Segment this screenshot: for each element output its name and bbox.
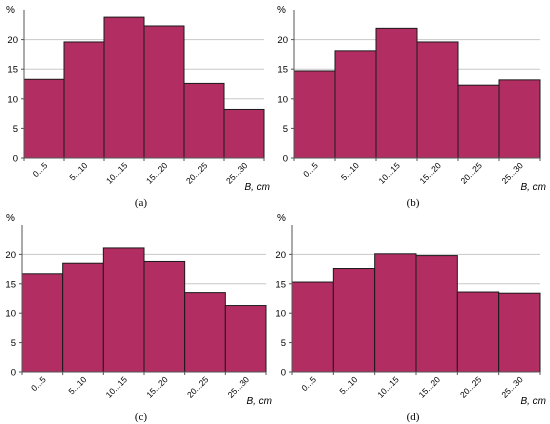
x-tick-label: 10...15 xyxy=(375,374,401,400)
y-tick-label: 5 xyxy=(13,124,18,135)
x-tick-label: 20...25 xyxy=(458,160,484,186)
bar-2 xyxy=(63,41,105,159)
panel-3: 0 5 10 15 20 0...5 5...10 10...15 15...20 20...25… xyxy=(5,213,272,423)
panel-label: (a) xyxy=(135,197,148,209)
y-tick-label: 15 xyxy=(5,279,16,290)
y-tick-label: 20 xyxy=(277,35,288,46)
y-tick-label: 10 xyxy=(7,94,18,105)
x-axis-unit: B, cm xyxy=(244,182,270,193)
x-tick-label: 5...10 xyxy=(337,374,359,396)
y-tick-label: 0 xyxy=(13,154,18,165)
x-tick-label: 20...25 xyxy=(185,374,211,400)
bar-3 xyxy=(374,253,417,373)
x-tick-label: 15...20 xyxy=(417,374,443,400)
x-tick-label: 15...20 xyxy=(144,374,170,400)
bar-6 xyxy=(498,292,541,373)
bar-6 xyxy=(498,79,541,159)
x-tick-label: 15...20 xyxy=(417,160,443,186)
y-tick-label: 0 xyxy=(281,368,286,379)
y-tick-label: 20 xyxy=(275,250,286,261)
bar-5 xyxy=(456,291,500,373)
x-tick-label: 20...25 xyxy=(184,160,210,186)
y-tick-label: 20 xyxy=(7,35,18,46)
bar-3 xyxy=(375,27,418,159)
bar-2 xyxy=(62,262,104,373)
y-tick-label: 15 xyxy=(275,279,286,290)
x-tick-label: 20...25 xyxy=(458,374,484,400)
bar-4 xyxy=(143,260,186,373)
panel-4: 0 5 10 15 20 0...5 5...10 10...15 15...20 20...25… xyxy=(275,213,546,423)
bar-4 xyxy=(416,41,459,159)
y-tick-label: 5 xyxy=(11,338,16,349)
bar-3 xyxy=(103,16,145,159)
x-tick-label: 5...10 xyxy=(67,160,89,182)
panel-label: (b) xyxy=(407,197,420,209)
x-tick-label: 0...5 xyxy=(31,160,50,179)
bar-4 xyxy=(415,255,458,373)
bar-5 xyxy=(457,84,500,159)
x-tick-label: 0...5 xyxy=(29,374,48,393)
bar-1 xyxy=(291,281,334,373)
x-axis-unit: B, cm xyxy=(520,182,546,193)
x-tick-label: 10...15 xyxy=(104,160,130,186)
y-tick-label: 5 xyxy=(283,124,288,135)
y-tick-label: 15 xyxy=(7,65,18,76)
x-tick-label: 10...15 xyxy=(376,160,402,186)
y-tick-label: 10 xyxy=(277,94,288,105)
panel-2: 0 5 10 15 20 0...5 5...10 10...15 15...20 20...25… xyxy=(277,5,546,209)
bar-5 xyxy=(183,82,225,159)
bar-2 xyxy=(332,268,376,373)
bar-1 xyxy=(21,273,64,373)
y-axis-unit: % xyxy=(277,5,286,16)
y-tick-label: 15 xyxy=(277,65,288,76)
x-axis-unit: B, cm xyxy=(246,396,272,407)
bar-1 xyxy=(23,78,65,159)
y-axis-unit: % xyxy=(6,213,15,224)
y-axis-unit: % xyxy=(277,213,286,224)
x-tick-label: 5...10 xyxy=(66,374,88,396)
bar-3 xyxy=(102,247,145,373)
x-axis-unit: B, cm xyxy=(520,396,546,407)
y-tick-label: 10 xyxy=(275,309,286,320)
bar-2 xyxy=(334,50,377,159)
y-axis-unit: % xyxy=(6,5,15,16)
bar-5 xyxy=(184,292,226,373)
x-tick-label: 0...5 xyxy=(299,374,318,393)
y-tick-label: 5 xyxy=(281,338,286,349)
x-tick-label: 0...5 xyxy=(301,160,320,179)
bar-1 xyxy=(293,70,336,159)
panel-label: (d) xyxy=(407,411,420,423)
bar-6 xyxy=(224,305,267,373)
y-tick-label: 0 xyxy=(11,368,16,379)
x-tick-label: 5...10 xyxy=(339,160,361,182)
bar-6 xyxy=(223,108,265,159)
y-tick-label: 0 xyxy=(283,154,288,165)
x-tick-label: 15...20 xyxy=(144,160,170,186)
panel-1: 0 5 10 15 20 0...5 5...10 10...15 15...20 20...25… xyxy=(6,5,270,209)
x-tick-label: 10...15 xyxy=(104,374,130,400)
y-tick-label: 10 xyxy=(5,309,16,320)
bar-4 xyxy=(143,25,185,159)
panel-label: (c) xyxy=(135,411,148,423)
y-tick-label: 20 xyxy=(5,250,16,261)
